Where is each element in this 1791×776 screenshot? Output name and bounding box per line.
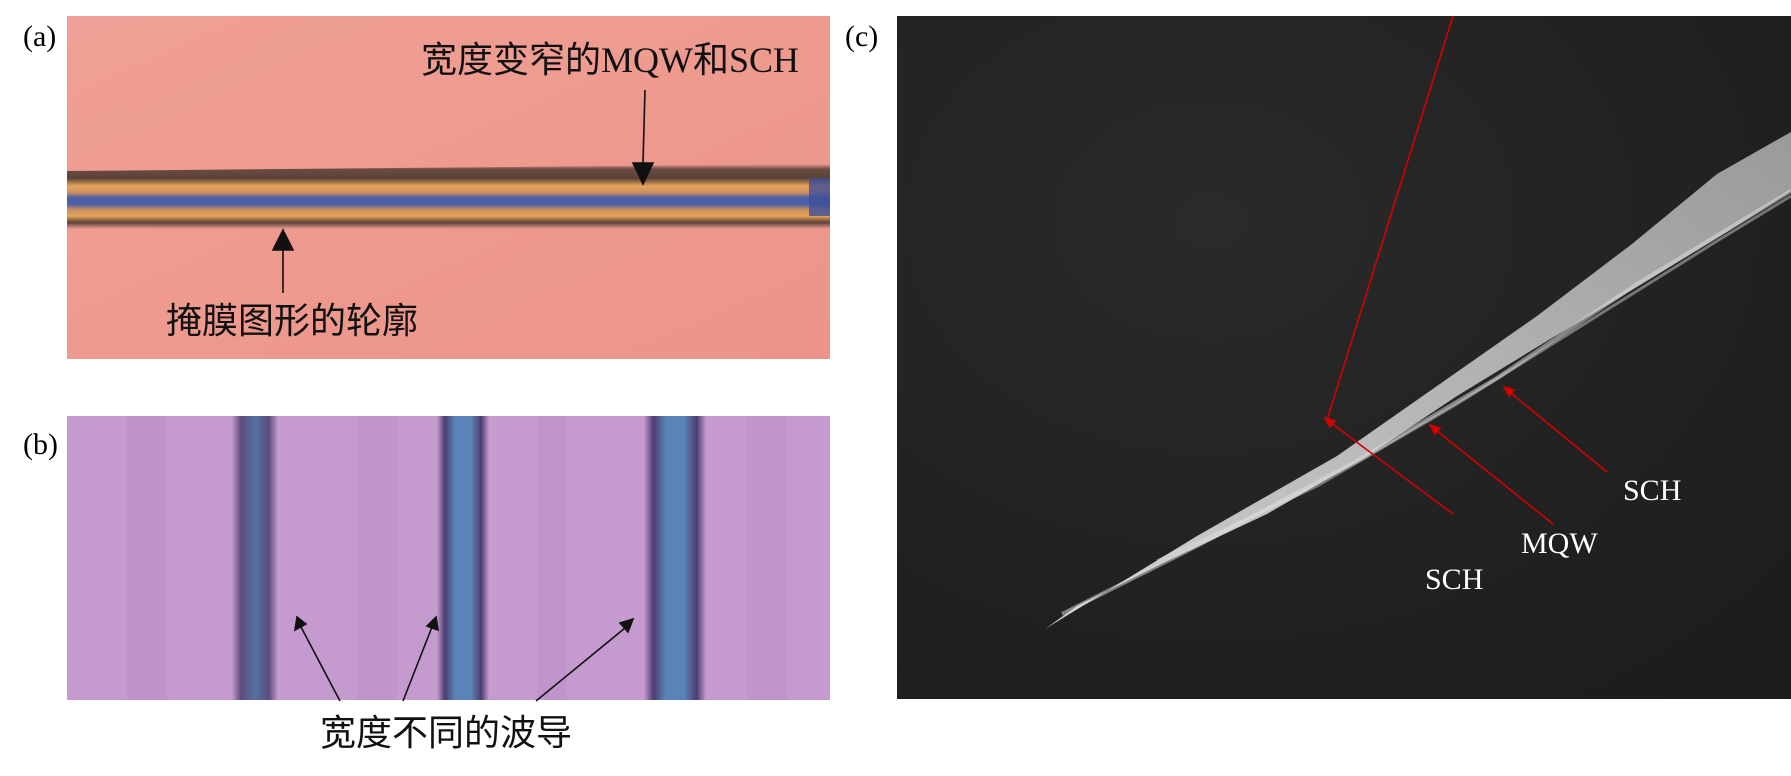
panel-a-label: (a): [23, 20, 57, 53]
tapered-structure: [1045, 132, 1791, 629]
annotation-different-width-waveguides: 宽度不同的波导: [320, 713, 573, 753]
annotation-narrowed-mqw-sch: 宽度变窄的MQW和SCH: [421, 40, 800, 80]
waveguide-wide: [644, 416, 706, 700]
panel-c-label: (c): [845, 20, 879, 53]
waveguide-medium: [437, 416, 489, 700]
waveguide-stripe: [67, 164, 830, 229]
panel-a-micrograph: [67, 16, 830, 359]
panel-b-micrograph: [67, 416, 830, 700]
waveguide-narrow: [232, 416, 278, 700]
annotation-mqw: MQW: [1521, 527, 1598, 560]
annotation-sch-left: SCH: [1425, 563, 1484, 596]
annotation-mask-outline: 掩膜图形的轮廓: [166, 301, 419, 341]
panel-b-label: (b): [23, 428, 58, 461]
panel-c-sem-image: [897, 16, 1791, 699]
annotation-sch-right: SCH: [1623, 474, 1682, 507]
